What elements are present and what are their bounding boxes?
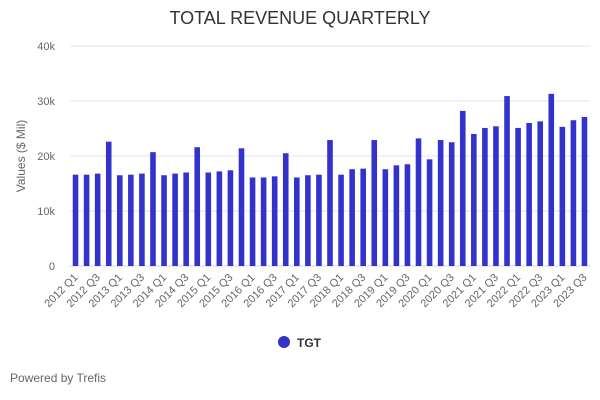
y-tick-label: 30k (37, 96, 55, 108)
bar-2014-Q4 (194, 147, 201, 266)
bar-2018-Q2 (349, 169, 355, 266)
bar-2017-Q2 (305, 175, 311, 266)
bar-2012-Q1 (72, 174, 79, 266)
legend-marker (278, 336, 290, 348)
bar-2022-Q2 (526, 123, 532, 266)
y-tick-label: 0 (49, 261, 55, 273)
bar-2021-Q1 (471, 134, 477, 266)
bar-2019-Q1 (382, 169, 389, 266)
powered-by-text: Powered by Trefis (10, 371, 107, 385)
bar-2015-Q2 (216, 171, 223, 266)
bar-2020-Q4 (459, 110, 466, 267)
bar-2016-Q1 (249, 177, 256, 266)
bar-2020-Q2 (437, 140, 444, 266)
chart-title: TOTAL REVENUE QUARTERLY (169, 8, 431, 28)
bar-2022-Q4 (548, 93, 555, 266)
bar-2016-Q3 (271, 176, 278, 266)
bar-2012-Q4 (105, 141, 112, 266)
bar-2018-Q1 (338, 174, 344, 266)
bar-2023-Q3 (581, 116, 588, 266)
bar-2016-Q2 (260, 177, 267, 266)
bar-2014-Q1 (161, 175, 167, 266)
bar-2018-Q3 (360, 168, 366, 266)
bar-2017-Q1 (294, 177, 300, 266)
bar-2014-Q2 (172, 173, 178, 266)
bar-2016-Q4 (282, 153, 289, 266)
bar-2023-Q2 (570, 120, 577, 266)
bar-2013-Q3 (139, 173, 145, 266)
bar-2015-Q1 (205, 172, 212, 266)
bar-2021-Q2 (482, 127, 488, 266)
bar-2013-Q2 (128, 174, 134, 266)
bar-2012-Q2 (83, 174, 90, 266)
bar-2022-Q3 (537, 121, 544, 266)
bar-2017-Q3 (316, 174, 322, 266)
bar-2022-Q1 (515, 127, 521, 266)
bar-2023-Q1 (559, 126, 566, 266)
bar-2018-Q4 (371, 140, 378, 266)
bar-2020-Q3 (448, 142, 455, 266)
bar-2015-Q3 (227, 170, 234, 266)
bar-2021-Q4 (504, 96, 510, 266)
bar-2012-Q3 (94, 173, 101, 266)
legend-label: TGT (297, 336, 322, 350)
bar-2013-Q4 (150, 152, 156, 266)
y-tick-label: 20k (37, 151, 55, 163)
y-axis-label: Values ($ Mil) (14, 120, 28, 192)
bar-2015-Q4 (238, 148, 245, 266)
bar-2019-Q4 (415, 138, 422, 266)
bar-2021-Q3 (493, 126, 499, 266)
y-tick-label: 10k (37, 206, 55, 218)
bar-2019-Q2 (393, 165, 400, 266)
bar-2017-Q4 (327, 140, 333, 266)
y-tick-label: 40k (37, 41, 55, 53)
bar-2020-Q1 (426, 159, 433, 266)
bar-2014-Q3 (183, 172, 189, 266)
bar-2019-Q3 (404, 164, 411, 266)
bar-2013-Q1 (116, 175, 123, 266)
